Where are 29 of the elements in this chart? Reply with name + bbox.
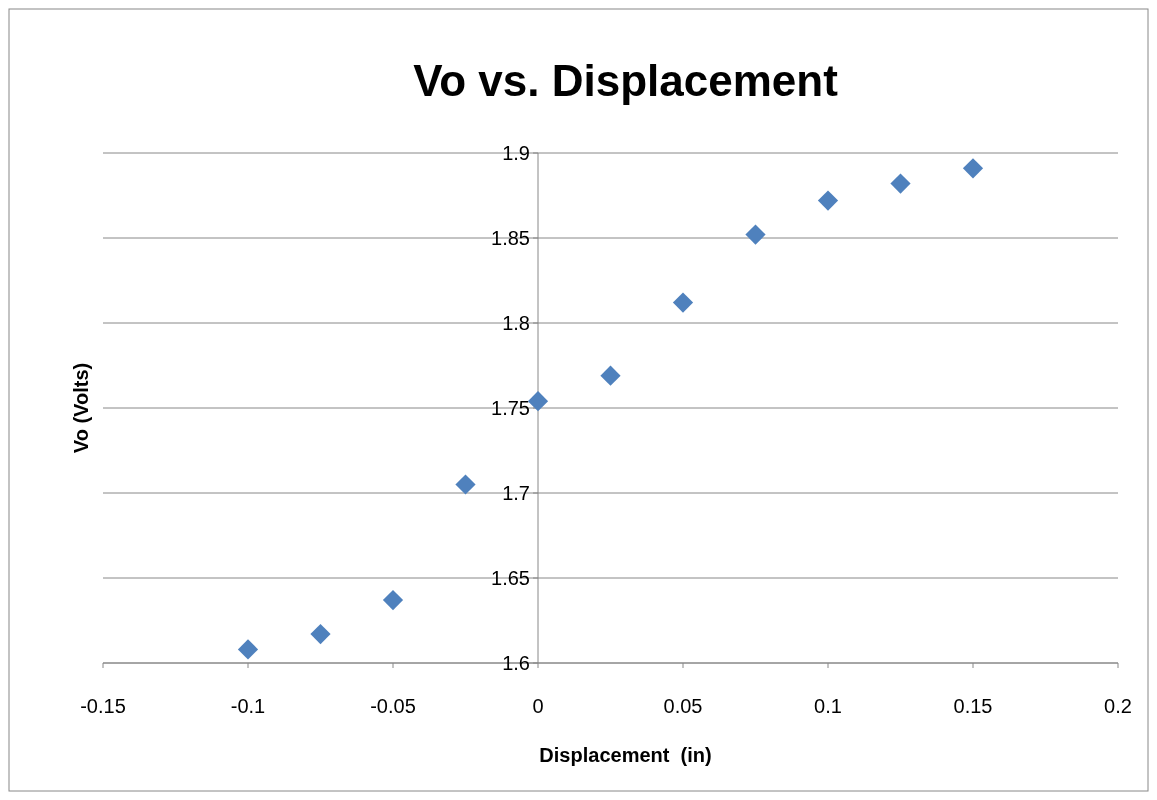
x-tick-label: 0.1 xyxy=(814,695,842,717)
x-tick-label: 0 xyxy=(532,695,544,717)
point xyxy=(745,224,766,245)
y-tick-label: 1.85 xyxy=(491,227,530,249)
y-tick-label: 1.9 xyxy=(502,142,530,164)
point xyxy=(455,474,476,495)
x-tick-label: -0.05 xyxy=(370,695,416,717)
y-axis-title: Vo (Volts) xyxy=(70,362,92,454)
y-tick-label: 1.65 xyxy=(491,567,530,589)
x-axis-title: Displacement (in) xyxy=(539,744,712,766)
point xyxy=(527,391,549,412)
point xyxy=(817,190,839,211)
x-tick-label: -0.15 xyxy=(80,695,126,717)
point xyxy=(600,365,621,386)
y-tick-label: 1.8 xyxy=(502,312,530,334)
y-tick-label: 1.6 xyxy=(502,652,530,674)
x-tick-label: 0.2 xyxy=(1104,695,1132,717)
point xyxy=(382,590,404,611)
y-tick-label: 1.75 xyxy=(491,397,530,419)
point xyxy=(890,173,911,194)
y-tick-label: 1.7 xyxy=(502,482,530,504)
x-tick-label: 0.15 xyxy=(953,695,993,717)
point xyxy=(672,292,694,313)
point xyxy=(962,158,984,179)
chart-title: Vo vs. Displacement xyxy=(413,56,839,105)
point xyxy=(237,639,259,660)
x-tick-label: -0.1 xyxy=(230,695,266,717)
x-tick-label: 0.05 xyxy=(663,695,703,717)
point xyxy=(310,624,331,645)
